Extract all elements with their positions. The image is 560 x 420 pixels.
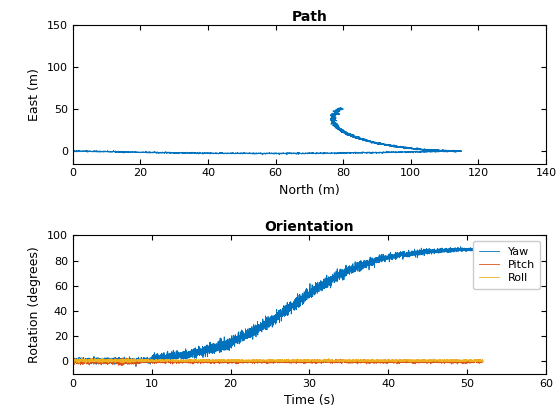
Yaw <box>479 246 486 251</box>
Yaw <box>226 340 233 345</box>
Y-axis label: East (m): East (m) <box>29 68 41 121</box>
Pitch <box>69 358 76 363</box>
Line: Yaw: Yaw <box>73 247 483 367</box>
Yaw <box>457 244 464 249</box>
Roll <box>407 358 413 363</box>
Pitch <box>337 359 343 364</box>
Yaw <box>336 270 343 275</box>
Roll <box>376 359 382 364</box>
Title: Orientation: Orientation <box>264 220 354 234</box>
Y-axis label: Rotation (degrees): Rotation (degrees) <box>29 246 41 363</box>
Pitch <box>226 360 233 365</box>
Pitch <box>407 357 413 362</box>
Yaw <box>144 356 151 361</box>
Roll <box>315 359 322 364</box>
Roll <box>479 358 486 363</box>
Legend: Yaw, Pitch, Roll: Yaw, Pitch, Roll <box>473 241 540 289</box>
Line: Roll: Roll <box>73 357 483 363</box>
Roll <box>78 355 85 360</box>
Pitch <box>315 360 322 365</box>
Roll <box>69 358 76 363</box>
Line: Pitch: Pitch <box>73 358 483 366</box>
Yaw <box>69 357 76 362</box>
Yaw <box>376 257 382 262</box>
X-axis label: North (m): North (m) <box>279 184 340 197</box>
Pitch <box>376 360 382 365</box>
Yaw <box>407 254 413 259</box>
Pitch <box>133 363 139 368</box>
Roll <box>144 358 151 363</box>
Title: Path: Path <box>291 10 328 24</box>
Pitch <box>119 355 125 360</box>
Roll <box>76 361 82 366</box>
Yaw <box>133 364 139 369</box>
X-axis label: Time (s): Time (s) <box>284 394 335 407</box>
Roll <box>337 359 343 364</box>
Roll <box>226 358 233 363</box>
Pitch <box>479 359 486 364</box>
Yaw <box>315 284 322 289</box>
Pitch <box>144 359 151 364</box>
